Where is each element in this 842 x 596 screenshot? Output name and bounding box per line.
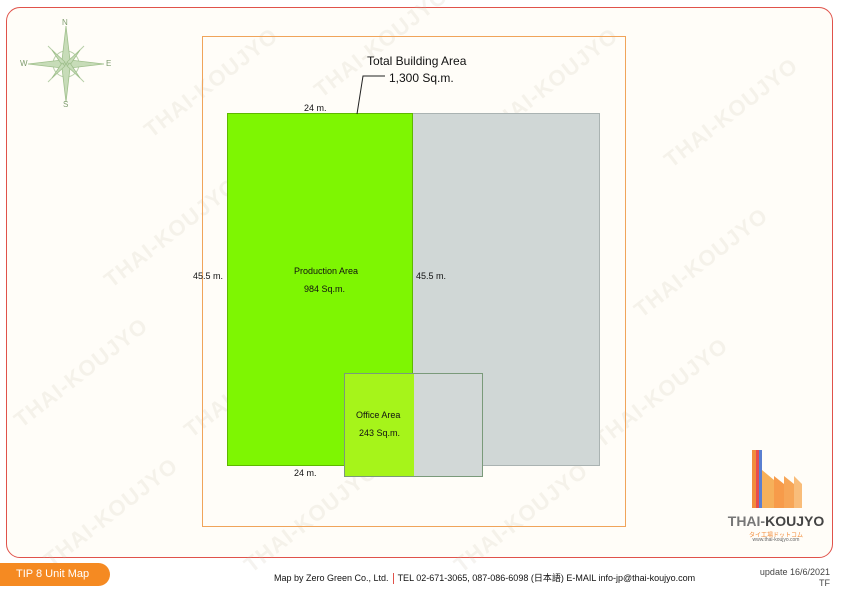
total-area-value: 1,300 Sq.m. xyxy=(389,71,454,85)
footer-credit-text: Map by Zero Green Co., Ltd. xyxy=(274,573,389,583)
thai-koujyo-logo: THAI-KOUJYO タイ工場ドットコム www.thai-koujyo.co… xyxy=(726,446,826,546)
update-date: update 16/6/2021 xyxy=(759,567,830,577)
total-area-label: Total Building Area xyxy=(367,54,467,68)
right-depth-label: 45.5 m. xyxy=(416,271,447,281)
office-area-label: Office Area xyxy=(356,410,401,420)
office-area[interactable] xyxy=(344,373,483,477)
logo-subtitle: タイ工場ドットコム xyxy=(748,533,803,539)
site-boundary xyxy=(202,36,626,527)
office-area-inside xyxy=(345,374,414,476)
office-area-outside xyxy=(414,374,482,476)
footer-divider xyxy=(392,573,394,585)
logo-name-part2: KOUJYO xyxy=(765,513,825,529)
left-depth-label: 45.5 m. xyxy=(193,271,224,281)
production-area-value: 984 Sq.m. xyxy=(304,284,346,294)
logo-name-part1: THAI- xyxy=(727,513,766,529)
compass-north: N xyxy=(62,18,68,27)
logo-url: www.thai-koujyo.com xyxy=(752,537,800,543)
compass-west: W xyxy=(20,59,28,68)
compass-south: S xyxy=(63,100,69,109)
update-info: update 16/6/2021 TF xyxy=(760,567,830,589)
factory-logo-icon xyxy=(752,450,802,508)
compass-rose: N S W E xyxy=(18,18,118,110)
office-area-value: 243 Sq.m. xyxy=(359,428,401,438)
footer-contact-text[interactable]: TEL 02-671-3065, 087-086-6098 (日本語) E-MA… xyxy=(397,573,696,583)
bottom-width-label: 24 m. xyxy=(294,468,317,478)
compass-east: E xyxy=(106,59,112,68)
total-area-leader-line xyxy=(356,75,385,115)
logo-name: THAI-KOUJYO xyxy=(726,513,826,529)
compass-star-icon xyxy=(27,25,105,103)
author-initials: TF xyxy=(819,578,830,588)
production-area-label: Production Area xyxy=(294,266,359,276)
footer-credits: Map by Zero Green Co., Ltd. TEL 02-671-30… xyxy=(274,571,696,585)
top-width-label: 24 m. xyxy=(304,103,327,113)
map-title-tag: TIP 8 Unit Map xyxy=(0,563,110,586)
